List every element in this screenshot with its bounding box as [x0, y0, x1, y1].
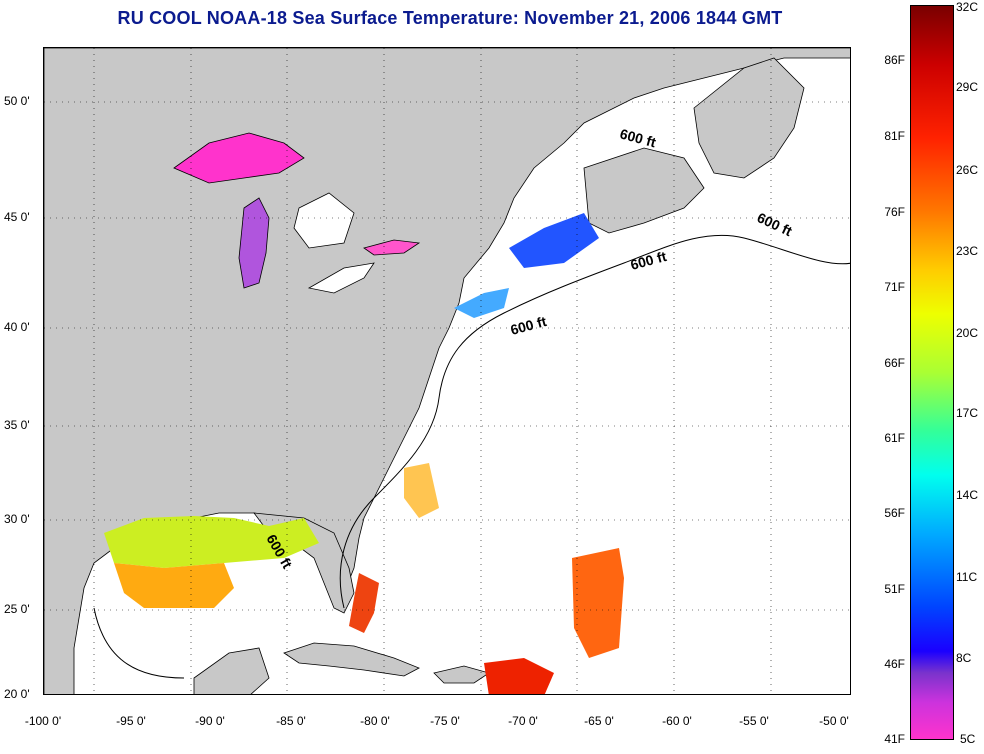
lat-label-25: 25 0' — [4, 602, 30, 616]
colorbar-f-56: 56F — [884, 506, 905, 520]
lon-label-90: -90 0' — [195, 714, 225, 728]
colorbar-c-8: 8C — [956, 651, 972, 665]
lat-label-35: 35 0' — [4, 418, 30, 432]
lake-michigan — [238, 197, 270, 289]
contour-label-1: 600 ft — [618, 125, 658, 150]
lake-superior — [173, 132, 305, 184]
lon-label-80: -80 0' — [360, 714, 390, 728]
map-title: RU COOL NOAA-18 Sea Surface Temperature:… — [117, 8, 783, 28]
colorbar-f-71: 71F — [884, 280, 905, 294]
isobath-600ft — [93, 234, 850, 679]
sst-map[interactable]: 600 ft 600 ft 600 ft 600 ft 600 ft — [43, 47, 851, 695]
lon-label-60: -60 0' — [662, 714, 692, 728]
lake-erie — [307, 262, 375, 294]
colorbar-c-17: 17C — [956, 406, 979, 420]
colorbar-c-11: 11C — [956, 570, 978, 584]
lon-label-65: -65 0' — [584, 714, 614, 728]
colorbar-c-14: 14C — [956, 488, 979, 502]
sst-sargasso-east — [572, 548, 624, 658]
lake-huron — [293, 192, 355, 249]
land-yucatan — [193, 647, 270, 694]
colorbar-f-66: 66F — [884, 356, 905, 370]
sst-caribbean — [484, 658, 554, 694]
contour-label-2: 600 ft — [755, 209, 795, 239]
colorbar-c-26: 26C — [956, 163, 979, 177]
lat-label-50: 50 0' — [4, 94, 30, 108]
colorbar-c-5: 5C — [960, 732, 976, 746]
lat-label-20: 20 0' — [4, 687, 30, 701]
sst-gulf-deep — [114, 563, 234, 608]
lon-label-70: -70 0' — [508, 714, 538, 728]
land-newfoundland — [693, 57, 805, 179]
temperature-colorbar — [910, 5, 954, 740]
colorbar-c-32: 32C — [956, 0, 979, 14]
colorbar-f-51: 51F — [884, 582, 905, 596]
colorbar-f-81: 81F — [884, 129, 905, 143]
sst-florida-current — [349, 573, 379, 633]
contour-label-3: 600 ft — [629, 248, 669, 273]
colorbar-f-46: 46F — [884, 657, 905, 671]
sst-atlantic-scatter — [404, 463, 439, 518]
lon-label-95: -95 0' — [116, 714, 146, 728]
lon-label-85: -85 0' — [276, 714, 306, 728]
sst-gulf-shelf — [104, 516, 319, 568]
sst-gulf-of-maine — [509, 213, 599, 268]
colorbar-f-86: 86F — [884, 53, 905, 67]
colorbar-f-76: 76F — [884, 205, 905, 219]
lake-ontario — [363, 239, 421, 256]
lon-label-50: -50 0' — [819, 714, 849, 728]
land-maritimes — [583, 147, 705, 234]
lon-label-75: -75 0' — [430, 714, 460, 728]
map-grid — [44, 48, 850, 694]
sst-mid-atlantic-bight — [454, 288, 509, 318]
lon-label-55: -55 0' — [739, 714, 769, 728]
colorbar-c-20: 20C — [956, 326, 979, 340]
colorbar-f-41: 41F — [884, 732, 905, 746]
map-canvas: 600 ft 600 ft 600 ft 600 ft 600 ft — [44, 48, 850, 694]
lat-label-30: 30 0' — [4, 512, 30, 526]
colorbar-f-61: 61F — [884, 431, 905, 445]
lat-label-40: 40 0' — [4, 320, 30, 334]
colorbar-c-23: 23C — [956, 244, 979, 258]
lat-label-45: 45 0' — [4, 210, 30, 224]
colorbar-c-29: 29C — [956, 80, 979, 94]
contour-label-4: 600 ft — [509, 313, 549, 338]
lon-label-100: -100 0' — [24, 714, 62, 728]
land-cuba — [283, 642, 420, 677]
land-hispaniola — [433, 665, 490, 684]
